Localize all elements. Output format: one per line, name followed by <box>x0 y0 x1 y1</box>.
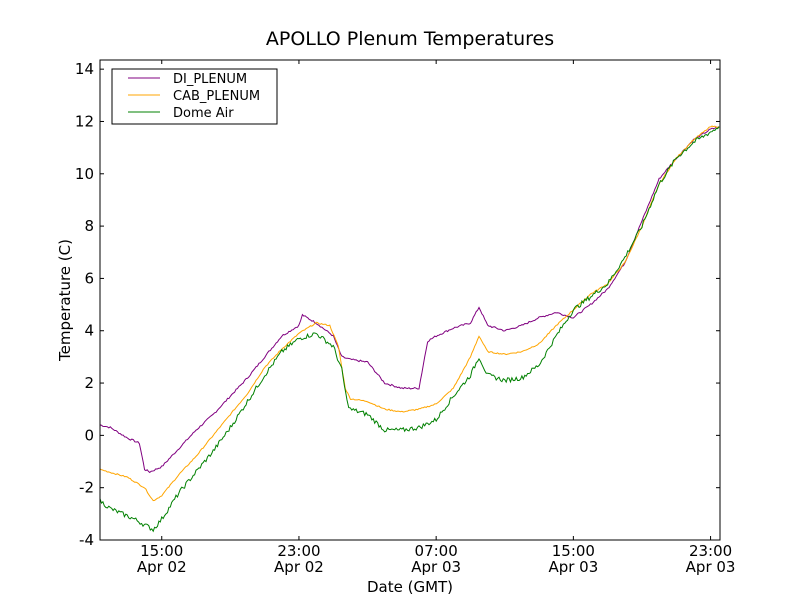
x-tick-date: Apr 02 <box>137 558 187 576</box>
x-tick-time: 07:00 <box>415 542 458 560</box>
y-tick-label: 10 <box>75 165 94 183</box>
x-tick-time: 15:00 <box>552 542 595 560</box>
legend-label: DI_PLENUM <box>173 72 247 87</box>
series-line-di-plenum <box>99 126 720 474</box>
y-tick-label: -2 <box>79 479 94 497</box>
x-axis-label: Date (GMT) <box>367 578 453 596</box>
chart-title: APOLLO Plenum Temperatures <box>266 28 554 50</box>
legend: DI_PLENUM CAB_PLENUM Dome Air <box>111 68 278 125</box>
series-line-cab-plenum <box>99 125 720 502</box>
x-tick-time: 23:00 <box>689 542 732 560</box>
x-tick-date: Apr 02 <box>274 558 324 576</box>
plot-frame <box>99 59 721 541</box>
x-tick-date: Apr 03 <box>548 558 598 576</box>
y-tick-label: 8 <box>84 217 94 235</box>
y-axis-label: Temperature (C) <box>56 239 74 362</box>
x-tick-time: 23:00 <box>277 542 320 560</box>
x-tick-date: Apr 03 <box>686 558 736 576</box>
y-tick-label: 14 <box>75 60 94 78</box>
x-tick-time: 15:00 <box>140 542 183 560</box>
y-tick-label: 2 <box>84 374 94 392</box>
y-tick-label: 6 <box>84 269 94 287</box>
x-tick-date: Apr 03 <box>411 558 461 576</box>
legend-label: Dome Air <box>173 106 234 121</box>
y-tick-label: 0 <box>84 426 94 444</box>
series-line-dome-air <box>99 126 720 533</box>
legend-label: CAB_PLENUM <box>173 89 260 104</box>
y-tick-label: 12 <box>75 112 94 130</box>
y-tick-label: -4 <box>79 531 94 549</box>
y-tick-label: 4 <box>84 322 94 340</box>
